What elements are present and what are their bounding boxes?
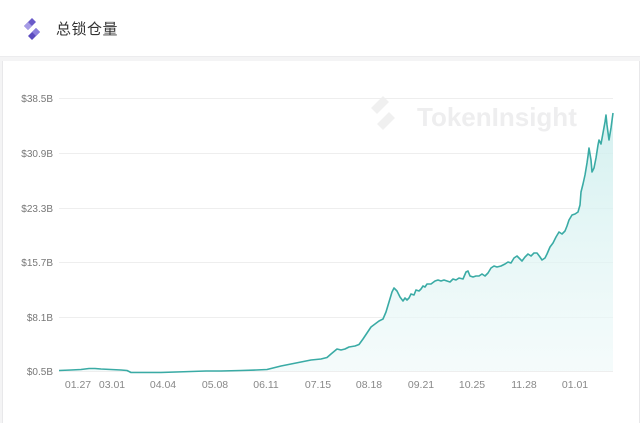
x-tick: 04.04 bbox=[150, 379, 176, 391]
tvl-area-chart[interactable]: TokenInsight $38.5B $30.9B $23.3B $15.7B… bbox=[3, 61, 639, 423]
x-tick: 06.11 bbox=[253, 379, 279, 391]
x-tick: 07.15 bbox=[305, 379, 331, 391]
page-title: 总锁仓量 bbox=[56, 21, 119, 38]
y-tick: $38.5B bbox=[21, 94, 53, 105]
x-tick: 05.08 bbox=[202, 379, 228, 391]
tvl-line bbox=[58, 112, 614, 374]
x-tick: 01.01 bbox=[562, 379, 588, 391]
x-tick: 10.25 bbox=[459, 379, 485, 391]
y-tick: $0.5B bbox=[27, 367, 53, 378]
x-tick: 08.18 bbox=[356, 379, 382, 391]
header-bar: 总锁仓量 bbox=[0, 0, 640, 57]
watermark: TokenInsight bbox=[371, 96, 577, 132]
y-tick: $30.9B bbox=[21, 149, 53, 160]
x-tick: 01.27 bbox=[65, 379, 91, 391]
y-tick: $8.1B bbox=[27, 313, 53, 324]
y-tick: $23.3B bbox=[21, 204, 53, 215]
y-axis: $38.5B $30.9B $23.3B $15.7B $8.1B $0.5B bbox=[21, 94, 53, 378]
watermark-text: TokenInsight bbox=[417, 102, 577, 132]
y-tick: $15.7B bbox=[21, 258, 53, 269]
tokeninsight-logo-icon bbox=[24, 18, 40, 40]
chart-card: TokenInsight $38.5B $30.9B $23.3B $15.7B… bbox=[2, 61, 640, 423]
x-tick: 03.01 bbox=[99, 379, 125, 391]
area-fill bbox=[59, 113, 613, 373]
x-axis: 01.27 03.01 04.04 05.08 06.11 07.15 08.1… bbox=[65, 379, 588, 391]
x-tick: 11.28 bbox=[511, 379, 537, 391]
x-tick: 09.21 bbox=[408, 379, 434, 391]
